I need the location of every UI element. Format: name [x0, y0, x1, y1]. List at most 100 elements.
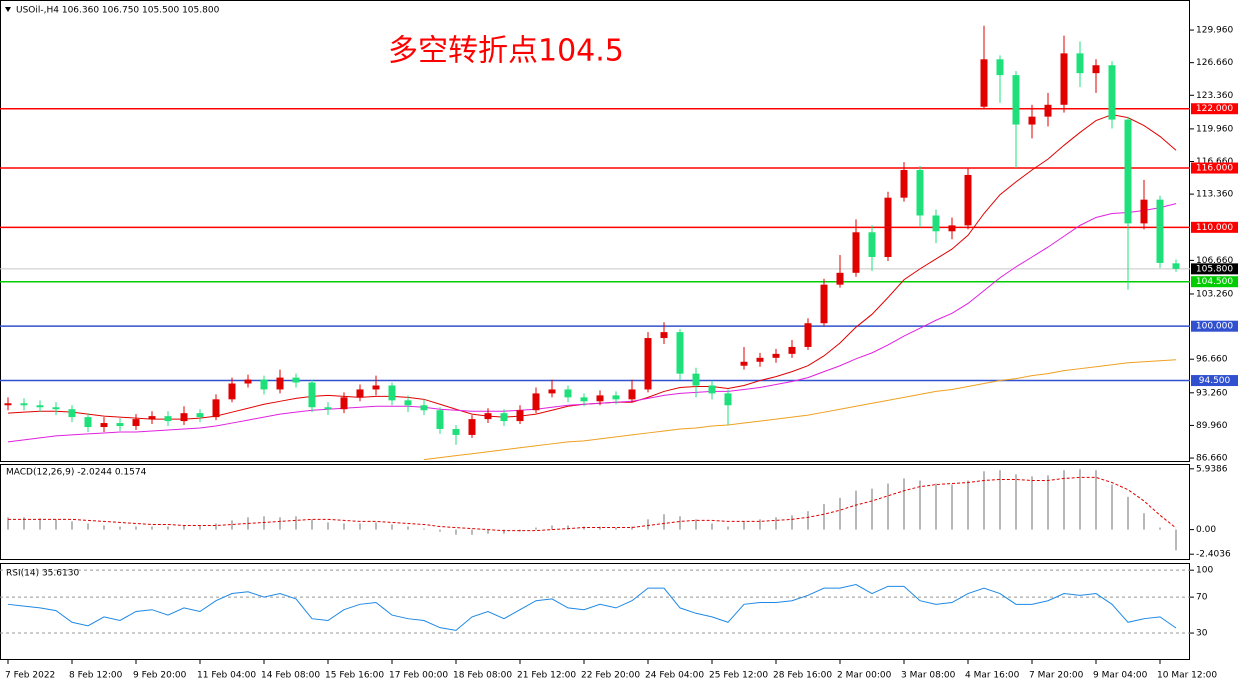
macd-bar: [343, 523, 345, 530]
moving-average: [7, 203, 1177, 443]
candle-body: [372, 385, 380, 390]
level-label: 100.000: [1196, 322, 1233, 332]
x-tick-label: 9 Mar 04:00: [1093, 671, 1148, 681]
macd-bar: [455, 529, 457, 535]
candle-body: [516, 410, 524, 422]
candle-body: [644, 338, 652, 390]
candle-body: [980, 59, 988, 107]
macd-bar: [279, 517, 281, 530]
candle-body: [1060, 53, 1068, 105]
last-price-label: 105.800: [1196, 264, 1233, 274]
candle-body: [500, 413, 508, 422]
macd-bar: [103, 525, 105, 530]
candle-body: [276, 377, 284, 390]
macd-bar: [743, 521, 745, 530]
candle-body: [180, 413, 188, 422]
candle-body: [564, 389, 572, 398]
macd-bar: [135, 526, 137, 530]
candle-body: [580, 397, 588, 402]
x-tick-label: 25 Feb 12:00: [709, 671, 768, 681]
candle-body: [996, 59, 1004, 76]
candle-body: [1044, 104, 1052, 117]
macd-bar: [567, 525, 569, 530]
candle-body: [612, 395, 620, 400]
candle-body: [1028, 116, 1036, 125]
candle-body: [420, 405, 428, 411]
macd-bar: [1079, 469, 1081, 530]
candle-body: [452, 428, 460, 435]
rsi-title: RSI(14) 35.6130: [6, 569, 79, 579]
candle-body: [436, 410, 444, 429]
candle-body: [356, 389, 364, 398]
candle-body: [1076, 53, 1084, 74]
candle-body: [484, 413, 492, 420]
level-label: 122.000: [1196, 104, 1233, 114]
macd-bar: [583, 526, 585, 530]
macd-bar: [551, 525, 553, 530]
macd-bar: [759, 519, 761, 530]
x-tick-label: 7 Feb 2022: [5, 671, 55, 681]
macd-bar: [631, 526, 633, 530]
candle-body: [324, 407, 332, 410]
y-tick-label: 119.960: [1196, 124, 1233, 134]
macd-bar: [983, 471, 985, 530]
macd-bar: [407, 526, 409, 530]
macd-bar: [1143, 513, 1145, 530]
candle-body: [52, 407, 60, 410]
y-tick-label: 113.360: [1196, 190, 1233, 200]
x-tick-label: 14 Feb 08:00: [261, 671, 320, 681]
y-tick-label: 96.660: [1196, 355, 1228, 365]
candle-body: [820, 284, 828, 324]
annotation: 多空转折点104.5: [388, 34, 624, 69]
macd-bar: [71, 521, 73, 530]
candle-body: [708, 385, 716, 394]
candle-body: [788, 346, 796, 354]
candle-body: [100, 423, 108, 428]
candle-body: [596, 395, 604, 402]
macd-bar: [39, 518, 41, 530]
candle-body: [740, 361, 748, 366]
macd-bar: [855, 490, 857, 530]
candle-body: [1172, 263, 1180, 269]
macd-bar: [647, 519, 649, 530]
macd-bar: [1063, 470, 1065, 530]
macd-bar: [663, 514, 665, 530]
candle-body: [548, 389, 556, 394]
macd-bar: [1015, 474, 1017, 530]
candle-body: [628, 389, 636, 400]
candle-body: [292, 377, 300, 383]
macd-bar: [711, 523, 713, 530]
candle-body: [756, 357, 764, 362]
macd-bar: [327, 522, 329, 530]
y-tick-label: 106.660: [1196, 256, 1233, 266]
macd-bar: [535, 527, 537, 530]
macd-bar: [1111, 484, 1113, 530]
macd-panel: [0, 464, 1190, 560]
macd-bar: [199, 525, 201, 530]
macd-bar: [23, 517, 25, 530]
candle-body: [244, 379, 252, 384]
macd-bar: [807, 511, 809, 530]
macd-bar: [183, 525, 185, 530]
candle-body: [164, 416, 172, 422]
macd-bar: [167, 526, 169, 530]
macd-bar: [1095, 470, 1097, 530]
main-panel: [0, 0, 1190, 462]
x-tick-label: 8 Feb 12:00: [69, 671, 123, 681]
macd-bar: [1159, 527, 1161, 530]
x-tick-label: 24 Feb 04:00: [645, 671, 704, 681]
candle-body: [532, 393, 540, 411]
candle-body: [900, 170, 908, 198]
y-tick-label: 86.660: [1196, 454, 1228, 464]
candle-body: [836, 272, 844, 285]
candle-body: [964, 174, 972, 226]
candle-body: [36, 405, 44, 408]
macd-bar: [903, 478, 905, 530]
macd-bar: [263, 516, 265, 530]
macd-bar: [471, 529, 473, 535]
level-box: [1191, 221, 1238, 233]
rsi-panel: [0, 563, 1190, 660]
macd-bar: [871, 488, 873, 530]
macd-bar: [887, 483, 889, 530]
y-tick-label: 70: [1196, 593, 1208, 603]
